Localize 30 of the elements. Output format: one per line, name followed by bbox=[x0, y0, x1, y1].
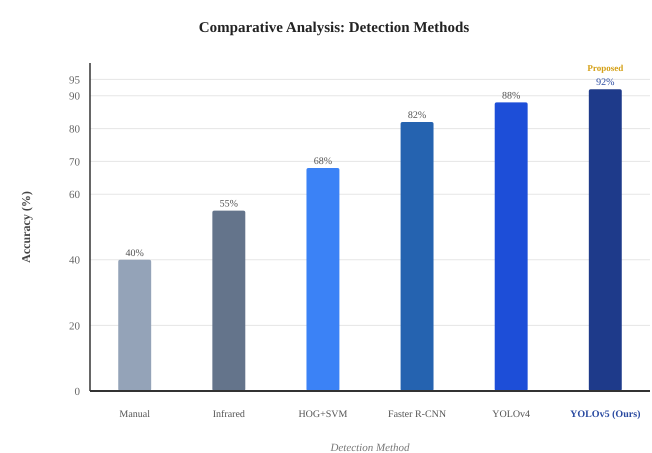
y-tick-label: 0 bbox=[74, 386, 80, 398]
x-tick-label: Faster R-CNN bbox=[388, 409, 446, 420]
annotation: Proposed bbox=[587, 63, 624, 74]
x-tick-label: HOG+SVM bbox=[298, 409, 348, 420]
x-tick-label: YOLOv5 (Ours) bbox=[570, 409, 640, 420]
x-tick-label: YOLOv4 bbox=[492, 409, 530, 420]
y-tick-label: 60 bbox=[69, 189, 80, 202]
x-tick-label: Manual bbox=[119, 409, 150, 420]
bar bbox=[588, 89, 622, 391]
y-axis-title: Accuracy (%) bbox=[19, 191, 33, 263]
data-label: 82% bbox=[408, 110, 426, 122]
chart-title: Comparative Analysis: Detection Methods bbox=[198, 20, 470, 36]
bar bbox=[306, 168, 340, 391]
data-label: 55% bbox=[220, 198, 238, 210]
bar bbox=[494, 102, 528, 391]
x-tick-label: Infrared bbox=[212, 409, 245, 420]
y-tick-label: 95 bbox=[69, 74, 80, 86]
data-label: 68% bbox=[314, 156, 332, 167]
data-label: 88% bbox=[502, 90, 520, 102]
bar bbox=[118, 260, 152, 391]
bar bbox=[212, 210, 246, 391]
y-tick-label: 80 bbox=[69, 123, 80, 136]
data-label: 92% bbox=[596, 77, 614, 88]
y-tick-label: 90 bbox=[69, 90, 80, 103]
y-tick-label: 20 bbox=[69, 320, 80, 332]
y-tick-label: 70 bbox=[69, 156, 80, 168]
data-label: 40% bbox=[126, 248, 144, 259]
bar bbox=[400, 122, 434, 391]
y-tick-label: 40 bbox=[69, 254, 80, 267]
x-axis-title: Detection Method bbox=[329, 442, 410, 453]
